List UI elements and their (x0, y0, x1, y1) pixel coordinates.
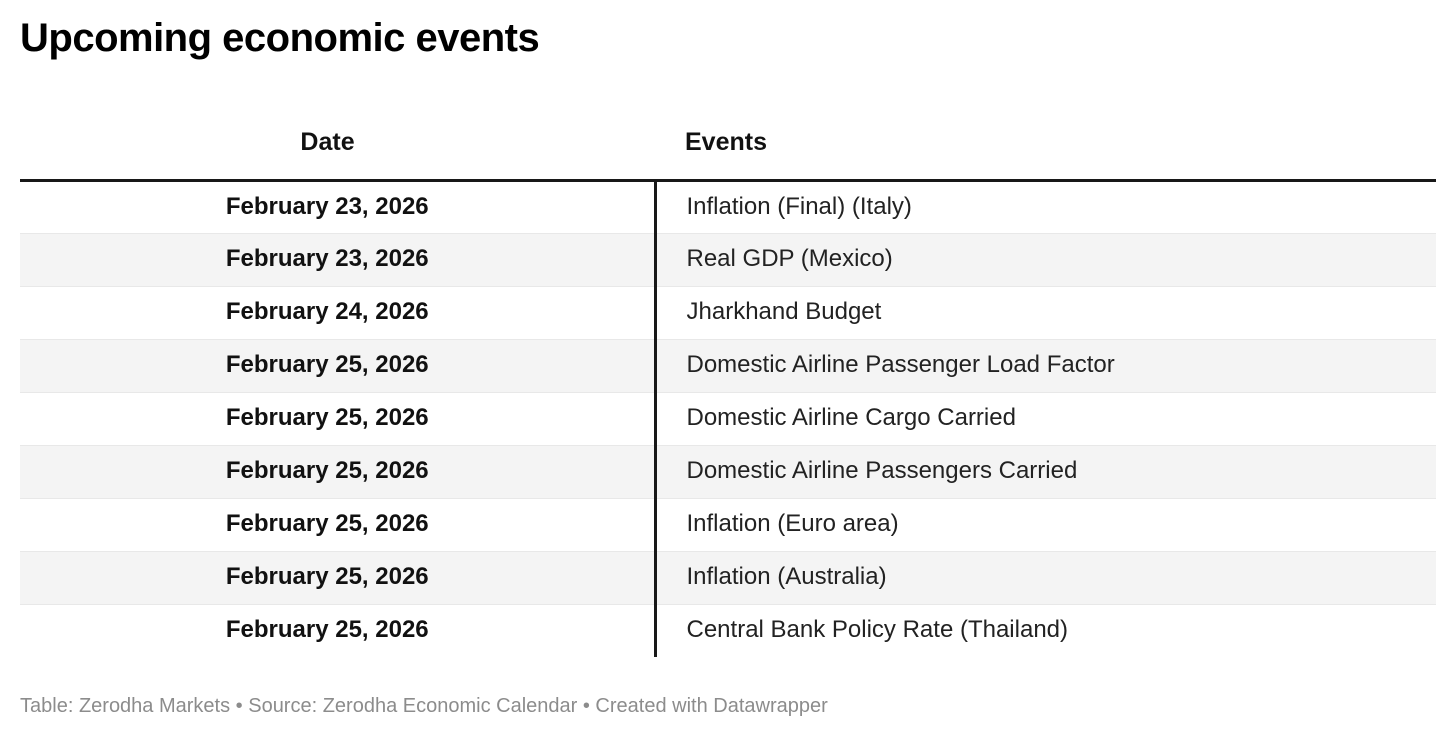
table-row: February 25, 2026 Domestic Airline Passe… (20, 338, 1436, 392)
table-row: February 25, 2026 Domestic Airline Cargo… (20, 391, 1436, 445)
date-cell: February 25, 2026 (20, 603, 655, 657)
table-row: February 25, 2026 Inflation (Australia) (20, 550, 1436, 604)
event-cell: Inflation (Euro area) (653, 497, 1436, 551)
datawrapper-link[interactable]: Datawrapper (713, 695, 828, 717)
datawrapper-table-chart: Upcoming economic events Date Events Feb… (20, 16, 1436, 719)
attribution-footer: Table: Zerodha Markets • Source: Zerodha… (20, 693, 1436, 719)
date-cell: February 25, 2026 (20, 444, 655, 498)
date-cell: February 25, 2026 (20, 550, 655, 604)
event-cell: Inflation (Australia) (653, 550, 1436, 604)
date-cell: February 23, 2026 (20, 232, 655, 286)
table-credit-link[interactable]: Zerodha Markets (78, 695, 231, 717)
event-cell: Inflation (Final) (Italy) (653, 180, 1436, 233)
header-row: Date Events (20, 126, 1436, 182)
date-cell: February 25, 2026 (20, 391, 655, 445)
source-label: • Source: (230, 695, 323, 717)
event-cell: Domestic Airline Passengers Carried (653, 444, 1436, 498)
source-link[interactable]: Zerodha Economic Calendar (322, 695, 578, 717)
date-cell: February 25, 2026 (20, 497, 655, 551)
event-cell: Domestic Airline Cargo Carried (653, 391, 1436, 445)
table-row: February 25, 2026 Central Bank Policy Ra… (20, 603, 1436, 657)
event-cell: Jharkhand Budget (653, 285, 1436, 339)
chart-title: Upcoming economic events (20, 16, 540, 60)
created-with-label: • Created with (577, 695, 714, 717)
date-cell: February 25, 2026 (20, 338, 655, 392)
table-row: February 24, 2026 Jharkhand Budget (20, 285, 1436, 339)
events-table: Date Events February 23, 2026 Inflation … (20, 126, 1436, 657)
column-header-events: Events (655, 126, 1436, 182)
column-header-date: Date (20, 126, 655, 182)
table-row: February 23, 2026 Real GDP (Mexico) (20, 232, 1436, 286)
event-cell: Real GDP (Mexico) (653, 232, 1436, 286)
table-credit-label: Table: (20, 695, 79, 717)
table-body: February 23, 2026 Inflation (Final) (Ita… (20, 180, 1436, 657)
table-row: February 23, 2026 Inflation (Final) (Ita… (20, 180, 1436, 233)
event-cell: Central Bank Policy Rate (Thailand) (653, 603, 1436, 657)
event-cell: Domestic Airline Passenger Load Factor (653, 338, 1436, 392)
table-row: February 25, 2026 Inflation (Euro area) (20, 497, 1436, 551)
table-row: February 25, 2026 Domestic Airline Passe… (20, 444, 1436, 498)
date-cell: February 24, 2026 (20, 285, 655, 339)
date-cell: February 23, 2026 (225, 192, 429, 220)
